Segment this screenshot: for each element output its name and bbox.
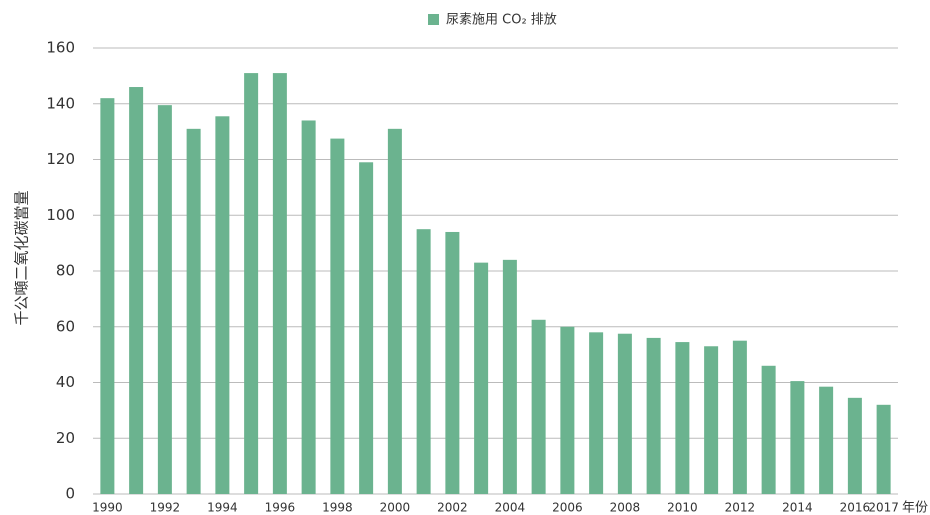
x-axis-label: 年份 [902, 501, 928, 515]
bar [359, 162, 374, 494]
bar [790, 381, 805, 494]
x-tick-label: 2014 [782, 501, 813, 515]
y-tick-label: 100 [46, 206, 75, 224]
x-tick-label: 2008 [610, 501, 641, 515]
bar [502, 259, 517, 494]
bar [330, 138, 345, 494]
x-tick-label: 2016 [840, 501, 871, 515]
bar [215, 116, 230, 494]
x-tick-label: 2012 [725, 501, 756, 515]
bar [474, 262, 489, 494]
y-tick-label: 160 [46, 39, 75, 57]
bar [732, 340, 747, 494]
bar [387, 128, 402, 494]
x-tick-label: 2002 [437, 501, 468, 515]
x-tick-label: 2017 [868, 501, 899, 515]
y-tick-label: 80 [56, 262, 75, 280]
bar [531, 319, 546, 494]
bar [876, 404, 891, 494]
legend-swatch [428, 14, 439, 25]
x-tick-label: 1994 [207, 501, 238, 515]
bar [589, 332, 604, 494]
bar [272, 73, 287, 495]
bar [100, 98, 115, 495]
y-tick-label: 20 [56, 429, 75, 447]
x-tick-label: 2006 [552, 501, 583, 515]
bar [416, 229, 431, 494]
bar [761, 365, 776, 494]
x-tick-label: 2004 [495, 501, 526, 515]
bar [819, 386, 834, 494]
x-tick-label: 1992 [150, 501, 181, 515]
x-tick-label: 2000 [380, 501, 411, 515]
y-tick-label: 60 [56, 317, 75, 335]
y-tick-label: 140 [46, 94, 75, 112]
x-tick-label: 1998 [322, 501, 353, 515]
bar [244, 73, 259, 495]
y-tick-label: 120 [46, 150, 75, 168]
y-tick-label: 40 [56, 373, 75, 391]
bar [301, 120, 316, 494]
bar [675, 342, 690, 494]
bar [445, 231, 460, 494]
legend-label: 尿素施用 CO₂ 排放 [446, 13, 557, 28]
bar [704, 346, 719, 494]
bar [186, 128, 201, 494]
bar [847, 397, 862, 494]
bar [560, 326, 575, 494]
x-tick-label: 1996 [265, 501, 296, 515]
y-axis-label: 千公噸二氧化碳當量 [13, 190, 31, 325]
bar [646, 337, 661, 494]
bar [157, 105, 172, 495]
x-tick-label: 2010 [667, 501, 698, 515]
bar [617, 333, 632, 494]
x-tick-label: 1990 [92, 501, 123, 515]
y-tick-label: 0 [65, 485, 75, 503]
bar [129, 87, 144, 495]
